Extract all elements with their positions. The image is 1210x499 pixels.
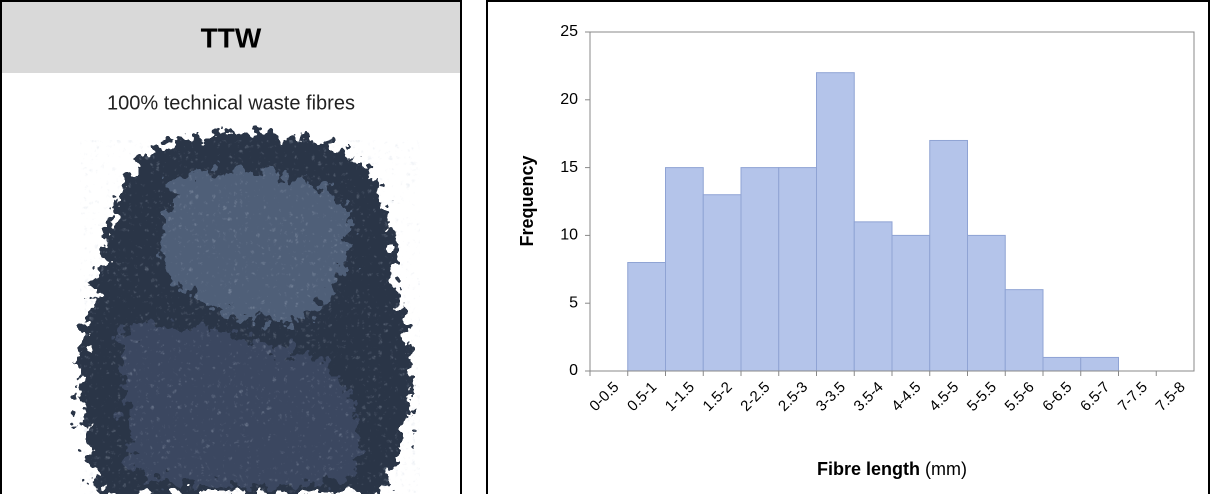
y-tick-label: 20 [560,91,578,108]
y-tick-label: 25 [560,23,578,40]
bar [929,139,968,372]
x-axis-label-name: Fibre length [817,459,920,479]
x-axis-label-unit: (mm) [925,459,967,479]
bar [740,167,780,372]
bar [1004,289,1044,372]
bar [816,72,855,372]
fibre-photo [79,132,420,494]
panel-header [2,2,460,73]
y-tick-label: 15 [560,159,578,176]
panel-title: TTW [201,22,262,53]
photo-panel: TTW 100% technical waste fibres [0,0,462,499]
x-axis-label: Fibre length (mm) [817,459,967,479]
y-axis-label: Frequency [517,155,537,246]
bar [702,194,742,372]
bar [853,221,893,372]
plot-frame [589,31,1195,372]
bar [891,234,931,372]
y-tick-label: 5 [569,294,578,311]
bar [1080,356,1119,372]
panel-caption: 100% technical waste fibres [107,92,355,114]
bar [665,167,704,372]
bar [1042,356,1082,372]
y-tick-label: 0 [569,362,578,379]
y-tick-label: 10 [560,227,578,244]
bar [627,262,666,372]
bar [967,234,1006,372]
bar [778,167,817,372]
